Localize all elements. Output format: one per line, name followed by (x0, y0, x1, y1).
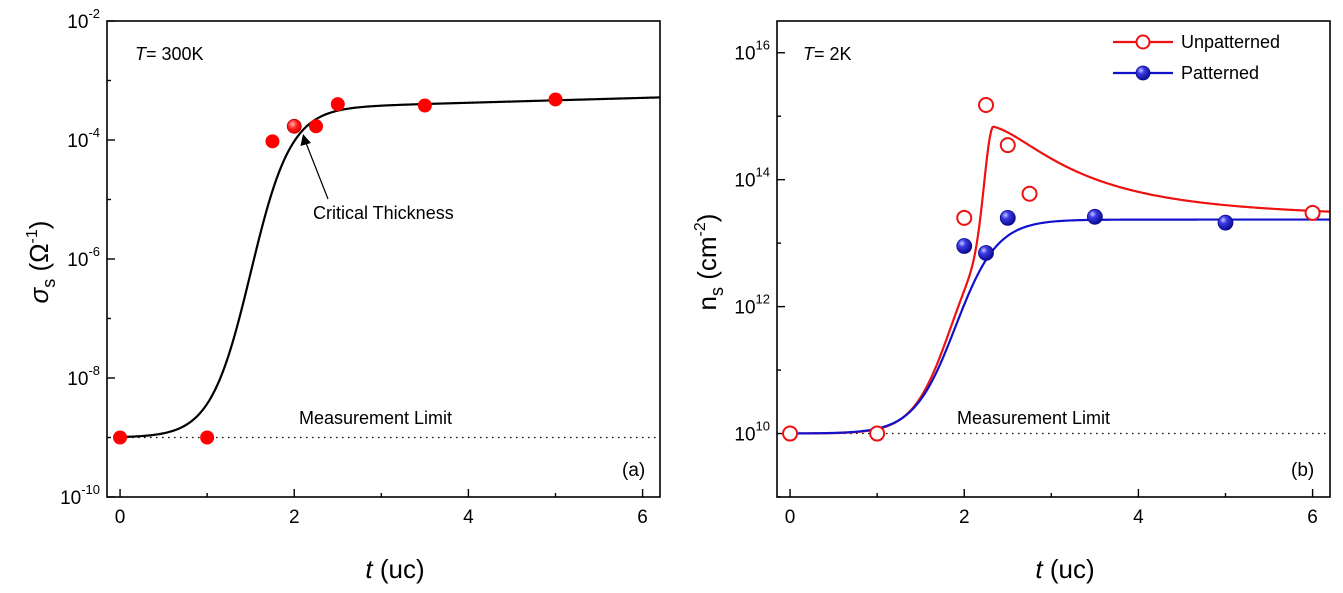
panel-b-x-tick-label: 0 (785, 507, 796, 528)
panel-b-x-tick-label: 2 (959, 507, 970, 528)
legend-item-unpatterned: Unpatterned (1113, 32, 1280, 52)
panel-a-data-points (113, 92, 563, 445)
legend-unpatterned-marker (1135, 34, 1151, 50)
panel-b-patterned-point (999, 209, 1016, 226)
panel-a-data-point (417, 98, 432, 113)
legend-unpatterned-label: Unpatterned (1181, 32, 1280, 52)
panel-b-y-tick-label: 1014 (734, 165, 770, 192)
panel-b-unpatterned-point (1304, 204, 1321, 221)
panel-a-x-axis-title: t (uc) (365, 554, 424, 584)
panel-a-critical-thickness-arrow (300, 134, 329, 200)
legend: Unpatterned Patterned (1113, 32, 1280, 83)
panel-a-data-point (200, 430, 215, 445)
panel-b-y-tick-label: 1016 (734, 38, 770, 65)
panel-a-temperature-label: T= 300K (135, 44, 204, 64)
panel-b-x-axis-title: t (uc) (1035, 554, 1094, 584)
panel-a-y-tick-label: 10-2 (67, 6, 100, 33)
legend-patterned-label: Patterned (1181, 63, 1259, 83)
panel-b-unpatterned-point (782, 425, 799, 442)
panel-b-chart: 0 2 4 6 1010 1012 1014 1016 T= 2K Measurement L… (692, 20, 1331, 584)
panel-a-x-tick-label: 4 (463, 507, 474, 528)
panel-a-data-point (330, 97, 345, 112)
panel-a-x-tick-label: 0 (115, 507, 126, 528)
panel-b-measurement-limit-label: Measurement Limit (957, 408, 1110, 428)
panel-a-panel-label: (a) (622, 460, 645, 481)
panel-a-data-point (309, 119, 324, 134)
panel-b-y-axis-title: ns (cm-2) (692, 214, 727, 311)
panel-a-chart: 0 2 4 6 10-10 10-8 10-6 10-4 10-2 T= 300K Measur… (24, 6, 661, 584)
panel-b-unpatterned-point (869, 425, 886, 442)
panel-b-unpatterned-point (956, 209, 973, 226)
panel-b-y-tick-label: 1012 (734, 292, 770, 319)
panel-b-patterned-point (956, 238, 973, 254)
panel-a-data-point (548, 92, 563, 107)
panel-b-y-tick-label: 1010 (734, 419, 770, 446)
panel-b-patterned-fit-curve (790, 218, 1330, 435)
panel-a-critical-thickness-label: Critical Thickness (313, 203, 454, 223)
panel-a-fit-curve (120, 96, 661, 439)
panel-b-temperature-label: T= 2K (803, 44, 852, 64)
panel-b-unpatterned-fit-curve (790, 125, 1331, 435)
panel-a-plot-frame (106, 20, 661, 498)
panel-a-x-tick-label: 6 (637, 507, 648, 528)
panel-a-y-axis-title: σs (Ω-1) (24, 221, 59, 304)
panel-a-y-tick-label: 10-6 (67, 244, 100, 271)
panel-a-y-tick-label: 10-4 (67, 125, 100, 152)
panel-a-data-point (286, 118, 302, 134)
panel-b-patterned-point (978, 245, 994, 261)
panel-b-unpatterned-point (999, 137, 1016, 154)
legend-patterned-marker (1135, 65, 1151, 81)
panel-b-plot-frame (776, 20, 1331, 498)
panel-b-patterned-point (1217, 214, 1234, 231)
panel-a-x-tick-label: 2 (289, 507, 300, 528)
panel-a-measurement-limit-label: Measurement Limit (299, 408, 452, 428)
panel-b-x-tick-label: 6 (1307, 507, 1318, 528)
legend-item-patterned: Patterned (1113, 63, 1259, 83)
panel-b-x-tick-label: 4 (1133, 507, 1144, 528)
panel-b-ticks: 0 2 4 6 1010 1012 1014 1016 (734, 38, 1317, 528)
panel-b-unpatterned-point (1021, 185, 1038, 202)
panel-a-y-tick-label: 10-8 (67, 363, 100, 390)
panel-b-patterned-point (1086, 208, 1103, 225)
panel-a-y-tick-label: 10-10 (60, 482, 100, 509)
panel-b-unpatterned-point (978, 97, 995, 114)
panel-b-panel-label: (b) (1291, 460, 1314, 481)
panel-a-data-point (265, 134, 280, 149)
panel-b-data-points (782, 97, 1321, 442)
panel-a-ticks: 0 2 4 6 10-10 10-8 10-6 10-4 10-2 (60, 6, 648, 528)
panel-a-data-point (113, 430, 128, 445)
